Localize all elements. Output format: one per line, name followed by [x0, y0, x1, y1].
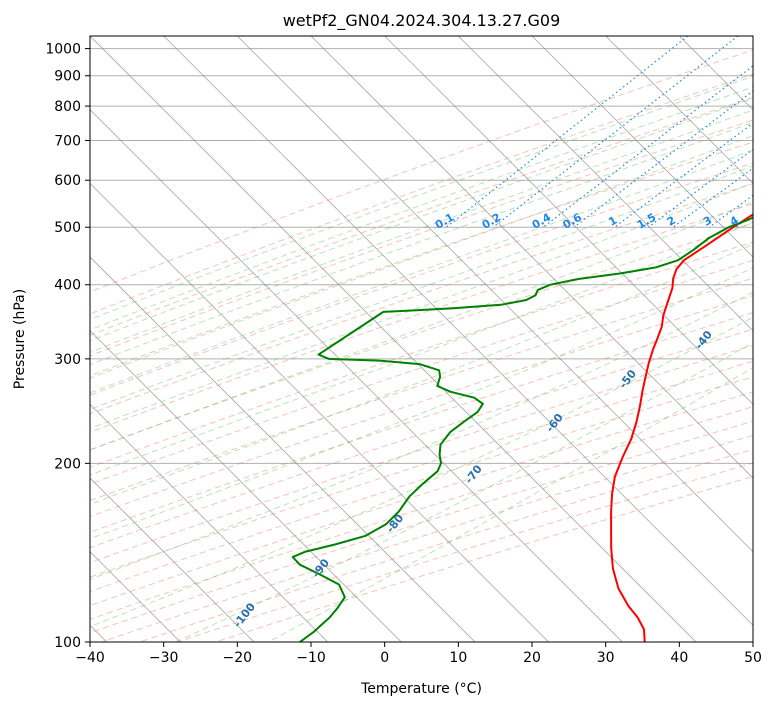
y-tick-label: 1000 — [45, 42, 81, 58]
y-tick-label: 700 — [54, 133, 81, 149]
y-tick-label: 300 — [54, 352, 81, 368]
x-tick-label: −10 — [296, 650, 326, 666]
x-tick-label: 50 — [744, 650, 762, 666]
y-axis-label: Pressure (hPa) — [12, 289, 28, 389]
x-tick-label: 30 — [597, 650, 615, 666]
y-tick-label: 800 — [54, 99, 81, 115]
x-tick-label: 0 — [380, 650, 389, 666]
x-tick-label: −30 — [149, 650, 179, 666]
y-tick-label: 600 — [54, 173, 81, 189]
y-tick-label: 200 — [54, 456, 81, 472]
y-tick-label: 400 — [54, 278, 81, 294]
x-tick-label: 20 — [523, 650, 541, 666]
x-tick-label: 10 — [449, 650, 467, 666]
y-tick-label: 100 — [54, 635, 81, 651]
x-axis-label: Temperature (°C) — [360, 681, 482, 697]
x-tick-label: −40 — [75, 650, 105, 666]
y-tick-label: 900 — [54, 69, 81, 85]
chart-title: wetPf2_GN04.2024.304.13.27.G09 — [283, 11, 561, 31]
x-tick-label: 40 — [670, 650, 688, 666]
x-tick-label: −20 — [223, 650, 253, 666]
y-tick-label: 500 — [54, 220, 81, 236]
